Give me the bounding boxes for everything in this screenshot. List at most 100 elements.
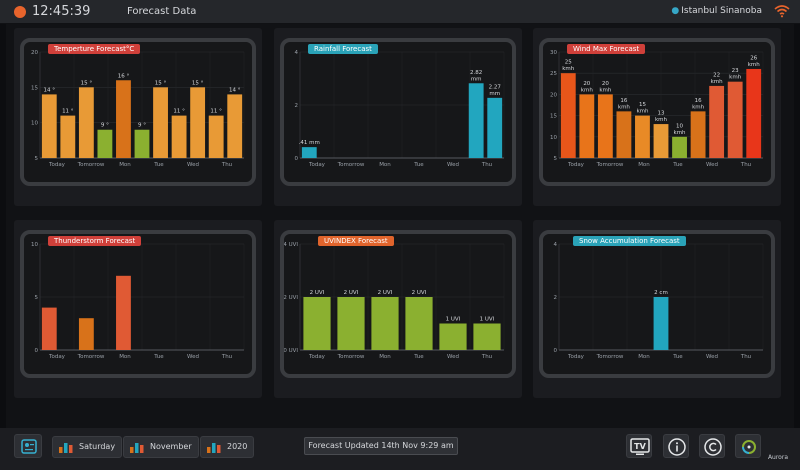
location-label: Istanbul Sinanoba bbox=[681, 6, 762, 16]
y-tick-label: 5 bbox=[554, 156, 558, 162]
app-logo-icon bbox=[14, 6, 26, 18]
bar bbox=[116, 275, 131, 350]
bar bbox=[116, 80, 131, 158]
x-tick-label: Today bbox=[48, 162, 66, 168]
bar bbox=[208, 115, 224, 158]
wind-tile: 5 10 15 20 25 30 25 kmh 20 kmh 20 kmh 16 kmh 15 kmh 13 km… bbox=[533, 28, 781, 206]
year-chip[interactable]: 2020 bbox=[200, 436, 255, 458]
y-tick-label: 15 bbox=[550, 114, 557, 120]
info-icon bbox=[668, 438, 686, 456]
month-chip[interactable]: November bbox=[123, 436, 199, 458]
x-tick-label: Tomorrow bbox=[596, 354, 624, 360]
y-tick-label: 2 UVI bbox=[284, 295, 298, 301]
y-tick-label: 2 bbox=[554, 295, 558, 301]
profile-button[interactable] bbox=[14, 434, 42, 458]
uvindex-chart: 0 UVI 2 UVI 4 UVI 2 UVI 2 UVI 2 UVI 2 UVI 1 UVI… bbox=[284, 242, 505, 360]
data-label: 15 ° bbox=[81, 80, 93, 86]
bar bbox=[97, 129, 113, 158]
wifi-icon bbox=[774, 5, 790, 18]
copyright-button[interactable] bbox=[699, 434, 725, 458]
brand-label: Aurora bbox=[767, 454, 788, 461]
y-tick-label: 10 bbox=[550, 135, 557, 141]
x-tick-label: Mon bbox=[379, 162, 391, 168]
top-bar: 12:45:39 Forecast Data ● Istanbul Sinanob… bbox=[0, 0, 800, 24]
x-tick-label: Tomorrow bbox=[337, 162, 365, 168]
x-tick-label: Mon bbox=[119, 162, 131, 168]
data-label: 2.27 bbox=[489, 84, 502, 90]
data-label: 9 ° bbox=[101, 123, 109, 129]
y-tick-label: 10 bbox=[31, 242, 38, 248]
data-label: 11 ° bbox=[173, 109, 185, 115]
bar bbox=[153, 87, 168, 158]
bar bbox=[468, 83, 484, 158]
data-label: 20 bbox=[602, 81, 609, 87]
bar bbox=[227, 94, 243, 158]
snow-chart: 0 2 4 2 cm Today Tomorrow Mon Tue Wed Thu bbox=[554, 242, 764, 360]
y-tick-label: 15 bbox=[31, 85, 38, 91]
bar bbox=[337, 297, 365, 350]
refresh-button[interactable] bbox=[735, 434, 761, 458]
y-tick-label: 10 bbox=[31, 121, 38, 127]
y-tick-label: 2 bbox=[295, 103, 299, 109]
y-tick-label: 0 bbox=[35, 348, 39, 354]
bar-chart-icon bbox=[130, 443, 144, 453]
data-label: kmh bbox=[581, 87, 594, 93]
data-label: kmh bbox=[636, 109, 649, 115]
temperature-title: Temperture Forecast°C bbox=[48, 44, 141, 54]
y-tick-label: 20 bbox=[31, 50, 38, 56]
x-tick-label: Wed bbox=[187, 354, 199, 360]
day-chip[interactable]: Saturday bbox=[52, 436, 123, 458]
data-label: 9 ° bbox=[138, 123, 146, 129]
bar bbox=[560, 73, 576, 158]
month-label: November bbox=[150, 442, 192, 451]
x-tick-label: Tomorrow bbox=[337, 354, 365, 360]
data-label: 16 bbox=[620, 98, 627, 104]
y-tick-label: 25 bbox=[550, 71, 557, 77]
clock: 12:45:39 bbox=[32, 4, 91, 19]
data-label: mm bbox=[471, 76, 482, 82]
x-tick-label: Tue bbox=[672, 354, 683, 360]
bar bbox=[579, 94, 595, 158]
forecast-status: Forecast Updated 14th Nov 9:29 am bbox=[304, 437, 458, 455]
x-tick-label: Tomorrow bbox=[77, 162, 105, 168]
thunderstorm-chart: 0 5 10 Today Tomorrow Mon Tue Wed Thu bbox=[31, 242, 245, 360]
data-label: 11 ° bbox=[210, 109, 222, 115]
data-label: .41 mm bbox=[299, 140, 320, 146]
uvindex-panel: 0 UVI 2 UVI 4 UVI 2 UVI 2 UVI 2 UVI 2 UVI 1 UVI… bbox=[280, 230, 516, 378]
id-card-icon bbox=[21, 439, 37, 454]
data-label: 26 bbox=[750, 55, 757, 61]
location[interactable]: ● Istanbul Sinanoba bbox=[671, 6, 762, 16]
bar-chart-icon bbox=[207, 443, 221, 453]
data-label: 14 ° bbox=[44, 87, 56, 93]
data-label: 2 UVI bbox=[344, 290, 359, 296]
rainfall-title: Rainfall Forecast bbox=[308, 44, 378, 54]
x-tick-label: Today bbox=[567, 354, 585, 360]
y-tick-label: 5 bbox=[35, 156, 39, 162]
tv-button[interactable]: TV bbox=[626, 434, 652, 458]
data-label: 2 UVI bbox=[310, 290, 325, 296]
x-tick-label: Tomorrow bbox=[77, 354, 105, 360]
data-label: kmh bbox=[599, 87, 612, 93]
snow-panel: 0 2 4 2 cm Today Tomorrow Mon Tue Wed Thu Snow Ac… bbox=[539, 230, 775, 378]
copyright-icon bbox=[704, 438, 722, 456]
bar bbox=[635, 115, 650, 158]
bar bbox=[439, 323, 467, 350]
y-tick-label: 30 bbox=[550, 50, 557, 56]
thunderstorm-tile: 0 5 10 Today Tomorrow Mon Tue Wed Thu Thundersto… bbox=[14, 220, 262, 398]
wind-panel: 5 10 15 20 25 30 25 kmh 20 kmh 20 kmh 16 kmh 15 kmh 13 km… bbox=[539, 38, 775, 186]
rainfall-panel: 0 2 4.41 mm 2.82 mm 2.27 mm Today Tomorrow Mon Tue… bbox=[280, 38, 516, 186]
bar bbox=[653, 124, 669, 158]
data-label: kmh bbox=[562, 66, 575, 72]
x-tick-label: Today bbox=[308, 162, 326, 168]
bar bbox=[746, 68, 762, 158]
data-label: 20 bbox=[583, 81, 590, 87]
x-tick-label: Mon bbox=[119, 354, 131, 360]
x-tick-label: Tue bbox=[153, 354, 164, 360]
year-label: 2020 bbox=[227, 442, 248, 451]
info-button[interactable] bbox=[663, 434, 689, 458]
x-tick-label: Mon bbox=[638, 354, 650, 360]
data-label: 1 UVI bbox=[480, 317, 495, 323]
tv-icon: TV bbox=[630, 438, 650, 455]
bar bbox=[727, 81, 743, 158]
